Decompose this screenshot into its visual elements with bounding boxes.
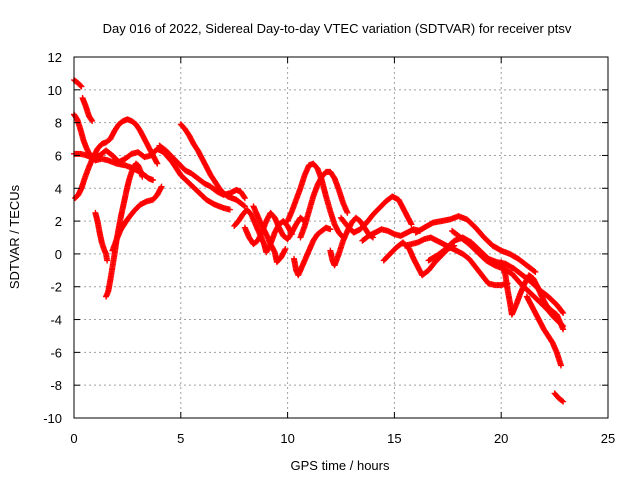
grid: [74, 57, 608, 418]
x-tick-label: 15: [387, 431, 401, 446]
data-point: [226, 206, 233, 213]
y-tick-label: 4: [55, 181, 62, 196]
data-points: [71, 76, 567, 405]
x-tick-label: 5: [177, 431, 184, 446]
y-tick-label: 8: [55, 116, 62, 131]
data-point: [327, 226, 334, 233]
data-point: [104, 257, 111, 264]
data-point: [240, 202, 247, 209]
data-point: [532, 268, 539, 275]
y-tick-label: -6: [50, 345, 62, 360]
x-tick-label: 10: [280, 431, 294, 446]
plot-frame: [73, 56, 609, 419]
y-tick-label: -4: [50, 313, 62, 328]
y-tick-label: 2: [55, 214, 62, 229]
x-axis-ticks: 0 5 10 15 20 25: [70, 57, 615, 446]
data-point: [154, 160, 161, 167]
y-axis-label: SDTVAR / TECUs: [7, 184, 22, 289]
data-point: [558, 362, 565, 369]
y-tick-label: 6: [55, 148, 62, 163]
y-tick-label: 0: [55, 247, 62, 262]
data-point: [559, 397, 566, 404]
y-tick-label: -2: [50, 280, 62, 295]
data-point: [77, 82, 84, 89]
data-point: [158, 183, 165, 190]
data-point: [560, 326, 567, 333]
y-tick-label: 10: [48, 83, 62, 98]
data-point: [139, 173, 146, 180]
chart-title: Day 016 of 2022, Sidereal Day-to-day VTE…: [103, 21, 572, 36]
data-point: [241, 194, 248, 201]
data-point: [408, 221, 415, 228]
data-point: [344, 209, 351, 216]
data-point: [560, 398, 567, 405]
x-axis-label: GPS time / hours: [291, 458, 390, 473]
y-tick-label: -8: [50, 378, 62, 393]
x-tick-label: 0: [70, 431, 77, 446]
x-tick-label: 20: [494, 431, 508, 446]
data-point: [150, 177, 157, 184]
y-axis-ticks: -10 -8 -6 -4 -2 0 2 4 6 8 10 12: [43, 50, 608, 426]
y-tick-label: -10: [43, 411, 62, 426]
y-tick-label: 12: [48, 50, 62, 65]
data-point: [282, 245, 289, 252]
data-point: [241, 195, 248, 202]
data-point: [89, 117, 96, 124]
data-point: [531, 268, 538, 275]
data-point: [241, 203, 248, 210]
data-point: [559, 308, 566, 315]
data-point: [78, 83, 85, 90]
data-point: [560, 309, 567, 316]
x-tick-label: 25: [601, 431, 615, 446]
